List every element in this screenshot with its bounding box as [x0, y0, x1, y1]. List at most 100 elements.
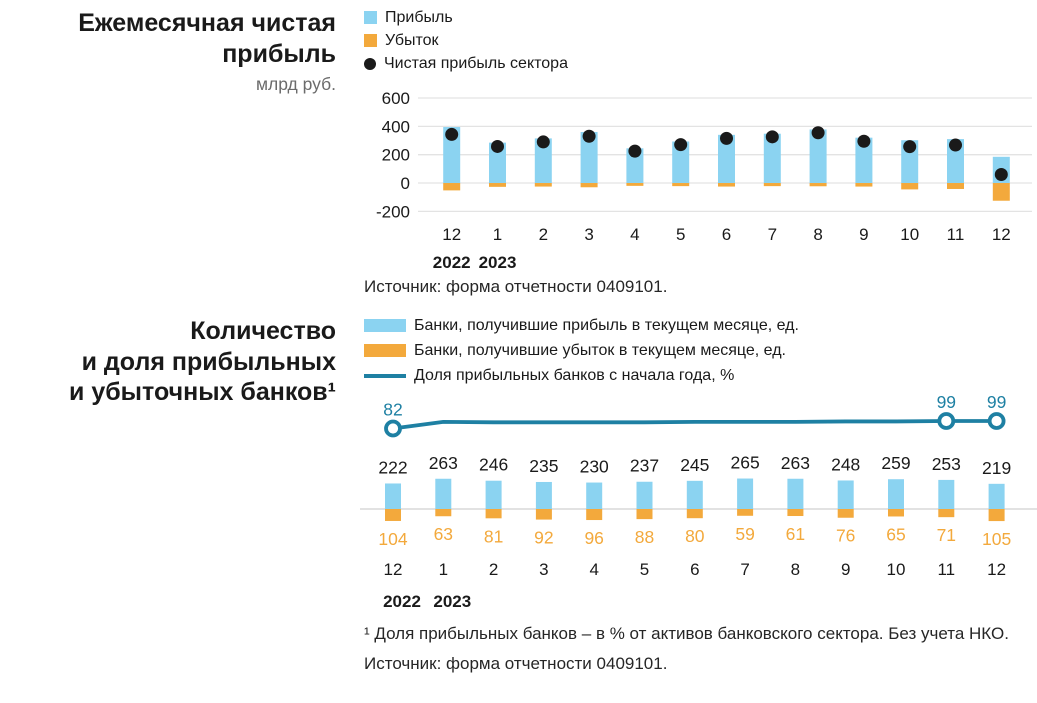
loss-bar [992, 183, 1010, 201]
lossmaking-banks-bar [938, 509, 955, 518]
net-profit-dot [949, 138, 962, 152]
month-tick-label: 5 [676, 225, 685, 244]
profitable-banks-value: 222 [378, 457, 407, 477]
lossmaking-banks-value: 76 [836, 526, 855, 546]
top-chart-title-line2: прибыль [222, 39, 336, 68]
profitable-banks-bar [385, 483, 401, 509]
legend-item-profitable-banks: Банки, получившие прибыль в текущем меся… [364, 316, 799, 335]
lossmaking-banks-value: 80 [685, 526, 705, 546]
month-tick-label: 3 [584, 225, 593, 244]
profitable-banks-value: 235 [529, 456, 558, 476]
net-profit-dot [536, 135, 550, 149]
profitable-banks-bar [938, 479, 955, 509]
legend-label-profitable-banks: Банки, получившие прибыль в текущем меся… [414, 316, 799, 334]
legend-label-net-profit: Чистая прибыль сектора [384, 54, 568, 72]
legend-label-profit: Прибыль [385, 8, 453, 26]
year-label: 2023 [479, 253, 517, 272]
y-tick-label: 0 [401, 174, 410, 193]
lossmaking-banks-bar [435, 509, 452, 517]
lossmaking-banks-bar [535, 509, 552, 520]
loss-bar [763, 183, 781, 187]
month-tick-label: 12 [987, 560, 1006, 579]
legend-label-loss: Убыток [385, 31, 439, 49]
lossmaking-banks-bar [686, 509, 703, 519]
profitable-banks-bar [686, 480, 703, 509]
net-profit-dot [674, 138, 688, 152]
lossmaking-banks-value: 81 [484, 526, 503, 546]
net-profit-dot [857, 134, 871, 148]
net-profit-dot [491, 139, 504, 153]
lossmaking-banks-value: 92 [534, 528, 553, 548]
net-profit-dot [445, 127, 459, 141]
month-tick-label: 7 [740, 560, 749, 579]
profitable-banks-value: 265 [730, 453, 759, 473]
month-tick-label: 11 [937, 560, 955, 579]
legend-item-lossmaking-banks: Банки, получившие убыток в текущем месяц… [364, 341, 799, 360]
profit-bar [443, 127, 461, 184]
profitable-banks-bar [787, 478, 804, 509]
profit-bar [718, 134, 735, 184]
month-tick-label: 7 [768, 225, 777, 244]
legend-item-net-profit: Чистая прибыль сектора [364, 54, 568, 73]
lossmaking-banks-bar [787, 509, 804, 517]
profitable-banks-value: 248 [831, 454, 860, 474]
month-tick-label: 8 [791, 560, 800, 579]
net-profit-dot [582, 129, 596, 143]
lossmaking-banks-value: 63 [434, 524, 453, 544]
share-line-value: 99 [937, 392, 956, 412]
lossmaking-banks-bar [737, 509, 754, 516]
profitable-banks-value: 263 [429, 453, 458, 473]
month-tick-label: 12 [442, 225, 461, 244]
lossmaking-banks-bar [385, 509, 401, 521]
profit-bar [855, 137, 873, 184]
profitable-banks-value: 246 [479, 455, 508, 475]
lossmaking-banks-value: 96 [584, 528, 603, 548]
month-tick-label: 3 [539, 560, 548, 579]
lossmaking-banks-value: 88 [635, 527, 654, 547]
share-line [392, 419, 997, 431]
share-line-value: 99 [987, 392, 1006, 412]
lossmaking-banks-value: 71 [937, 525, 956, 545]
month-tick-label: 1 [439, 560, 448, 579]
loss-bar [718, 183, 735, 187]
year-label: 2023 [433, 592, 471, 611]
month-tick-label: 5 [640, 560, 649, 579]
loss-bar [855, 183, 873, 187]
net-profit-dot-icon [364, 57, 376, 70]
profit-bar [489, 142, 506, 184]
month-tick-label: 6 [722, 225, 731, 244]
lossmaking-banks-value: 105 [982, 529, 1011, 549]
legend-label-lossmaking-banks: Банки, получившие убыток в текущем месяц… [414, 341, 786, 359]
profitable-banks-bar [435, 478, 452, 509]
share-line-value: 82 [383, 400, 402, 420]
bottom-chart-source: Источник: форма отчетности 0409101. [364, 654, 668, 673]
month-tick-label: 4 [630, 225, 639, 244]
month-tick-label: 6 [690, 560, 699, 579]
loss-bar [489, 183, 506, 187]
lossmaking-banks-swatch-icon [364, 344, 406, 357]
share-line-marker [937, 412, 956, 430]
profitable-banks-bar [988, 483, 1005, 509]
top-chart-title-line1: Ежемесячная чистая [78, 9, 336, 37]
net-profit-dot [720, 131, 733, 145]
profit-bar [763, 133, 781, 184]
profitable-banks-bar [636, 481, 653, 509]
profitable-banks-value: 219 [982, 458, 1011, 478]
loss-bar [443, 183, 461, 191]
loss-bar [672, 183, 690, 187]
profitable-banks-bar [888, 479, 904, 509]
profitable-banks-bar [586, 482, 603, 509]
profitable-banks-value: 245 [680, 455, 709, 475]
bottom-chart-title-line2: и доля прибыльных [81, 347, 336, 376]
top-chart-title: Ежемесячная чистая прибыль млрд руб. [0, 8, 336, 95]
month-tick-label: 8 [813, 225, 822, 244]
legend-item-profit: Прибыль [364, 8, 568, 27]
lossmaking-banks-bar [888, 509, 904, 517]
month-tick-label: 9 [841, 560, 850, 579]
top-chart-legend: Прибыль Убыток Чистая прибыль сектора [364, 8, 568, 73]
profitable-banks-value: 253 [932, 454, 961, 474]
month-tick-label: 12 [384, 560, 403, 579]
year-label: 2022 [383, 592, 421, 611]
profitable-banks-bar [737, 478, 754, 509]
